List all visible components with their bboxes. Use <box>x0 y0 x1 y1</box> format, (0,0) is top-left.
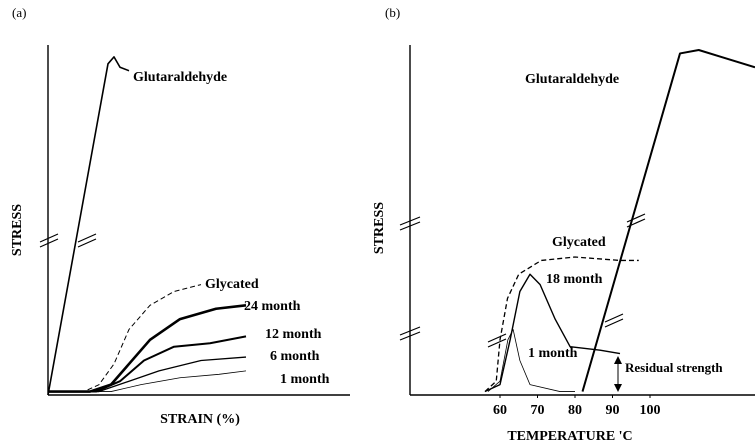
y-axis-label: STRESS <box>10 204 25 256</box>
x-tick-label: 80 <box>568 403 582 418</box>
curve <box>581 49 755 392</box>
curve-label: Glycated <box>552 235 606 250</box>
x-tick-label: 100 <box>640 403 661 418</box>
curve-label: 18 month <box>546 272 603 287</box>
curve <box>48 370 247 392</box>
curve-label: 1 month <box>280 372 330 387</box>
x-tick-label: 70 <box>531 403 545 418</box>
curve <box>484 273 621 393</box>
y-axis-label: STRESS <box>372 202 387 254</box>
curve <box>48 304 247 393</box>
x-axis-label: STRAIN (%) <box>160 412 240 427</box>
panel-label: (a) <box>12 5 26 20</box>
curve-label: Glutaraldehyde <box>525 72 619 87</box>
curve-label: Glutaraldehyde <box>133 70 227 85</box>
annotation: Residual strength <box>625 360 723 375</box>
curve-label: 1 month <box>528 346 578 361</box>
residual-arrow <box>614 356 622 392</box>
x-tick-label: 90 <box>606 403 620 418</box>
curve <box>48 284 202 393</box>
curve-label: 12 month <box>265 327 322 342</box>
curve-label: 24 month <box>244 299 301 314</box>
x-tick-label: 60 <box>493 403 507 418</box>
curve <box>47 56 130 396</box>
curve-label: Glycated <box>205 277 259 292</box>
curve <box>487 329 575 392</box>
curve-label: 6 month <box>270 349 320 364</box>
x-axis-label: TEMPERATURE 'C <box>507 429 632 444</box>
panel-label: (b) <box>385 5 400 20</box>
